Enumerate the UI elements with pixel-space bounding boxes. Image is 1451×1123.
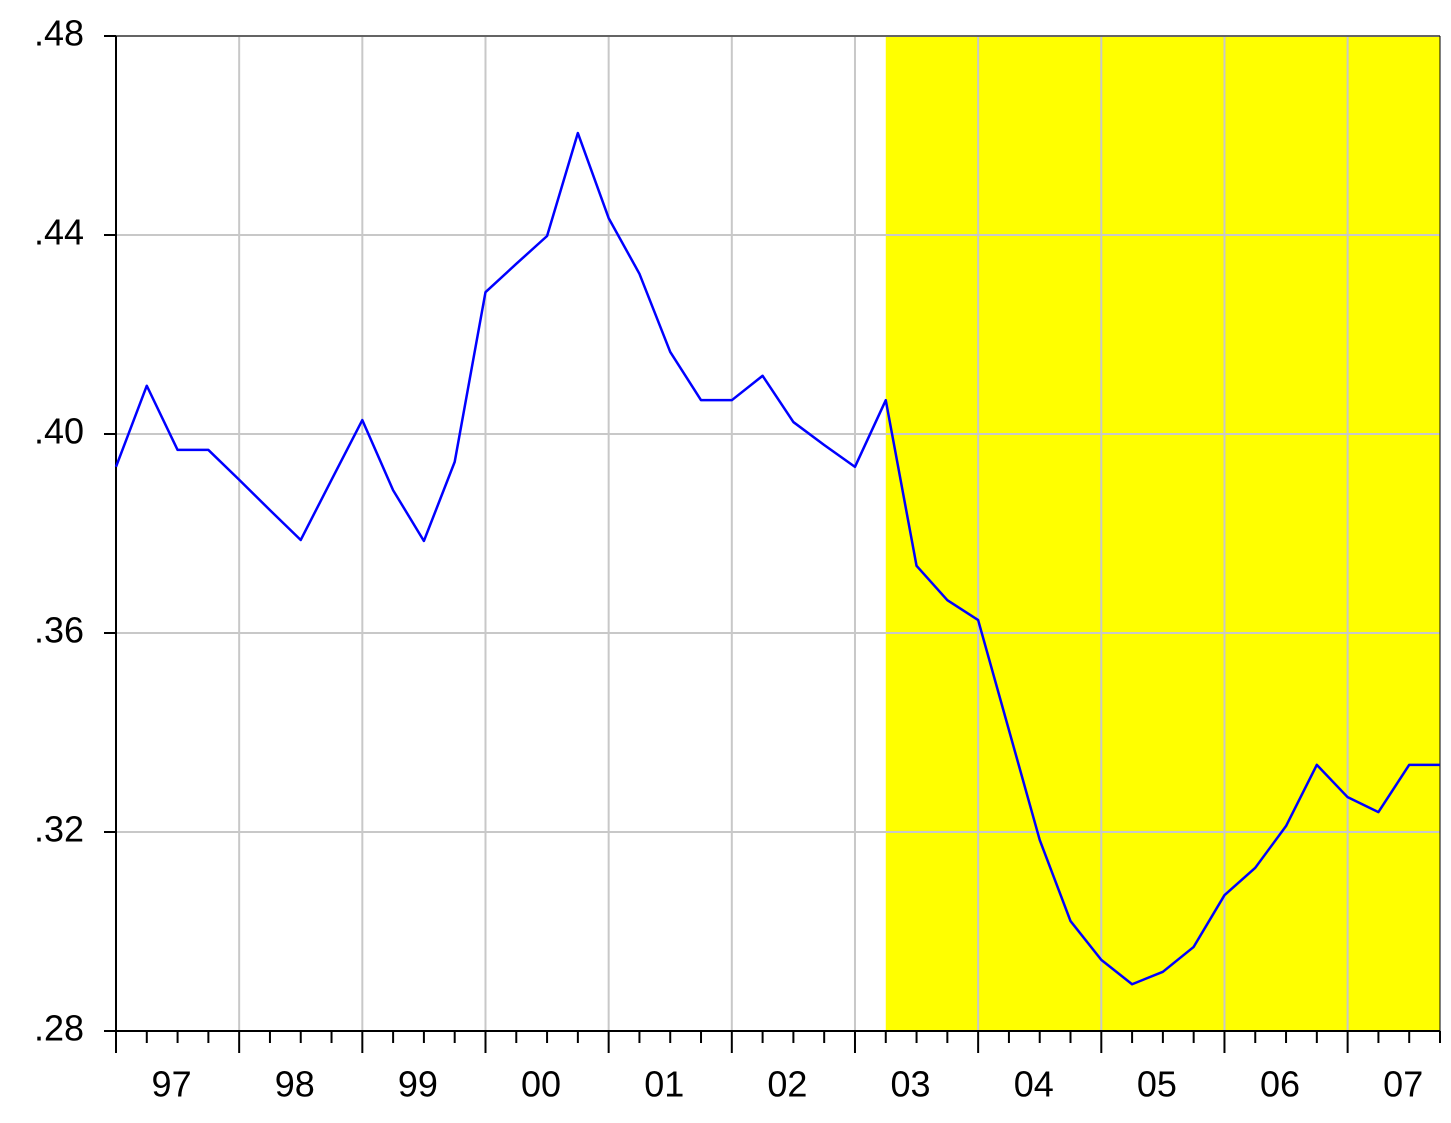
y-tick-label: .44 bbox=[34, 212, 84, 253]
x-tick-label: 07 bbox=[1383, 1064, 1423, 1105]
x-tick-label: 99 bbox=[398, 1064, 438, 1105]
x-tick-label: 02 bbox=[767, 1064, 807, 1105]
y-tick-label: .32 bbox=[34, 809, 84, 850]
x-tick-label: 00 bbox=[521, 1064, 561, 1105]
x-tick-label: 03 bbox=[891, 1064, 931, 1105]
y-tick-label: .40 bbox=[34, 411, 84, 452]
x-tick-label: 04 bbox=[1014, 1064, 1054, 1105]
shaded-region bbox=[885, 36, 1440, 1031]
y-tick-label: .28 bbox=[34, 1008, 84, 1049]
x-tick-label: 98 bbox=[275, 1064, 315, 1105]
y-tick-label: .48 bbox=[34, 13, 84, 54]
data-line bbox=[114, 131, 1440, 986]
x-tick-label: 06 bbox=[1260, 1064, 1300, 1105]
y-tick-label: .36 bbox=[34, 610, 84, 651]
x-tick-label: 97 bbox=[152, 1064, 192, 1105]
x-tick-label: 01 bbox=[644, 1064, 684, 1105]
x-tick-label: 05 bbox=[1137, 1064, 1177, 1105]
